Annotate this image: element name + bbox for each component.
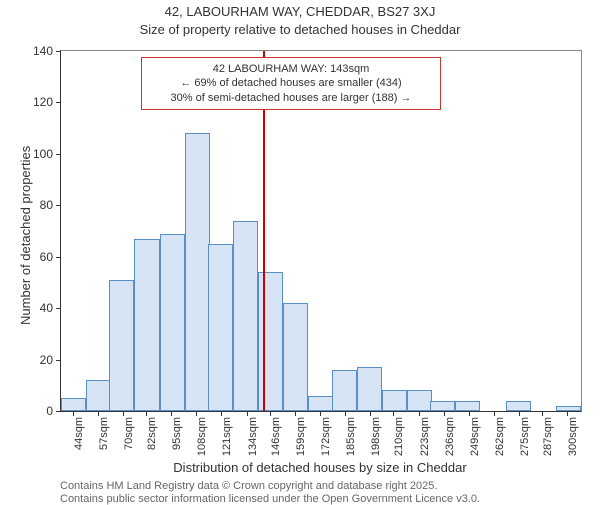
- x-tick: [370, 411, 371, 416]
- chart-subtitle: Size of property relative to detached ho…: [0, 22, 600, 37]
- y-tick: [56, 102, 61, 103]
- x-tick-label: 70sqm: [123, 417, 135, 450]
- y-tick-label: 20: [40, 353, 53, 367]
- x-tick-label: 287sqm: [542, 417, 554, 456]
- x-tick: [519, 411, 520, 416]
- x-tick: [567, 411, 568, 416]
- x-tick-label: 95sqm: [171, 417, 183, 450]
- footnote-2: Contains public sector information licen…: [60, 493, 480, 505]
- y-tick-label: 100: [33, 147, 53, 161]
- histogram-bar: [185, 133, 210, 411]
- x-tick: [469, 411, 470, 416]
- x-tick-label: 236sqm: [444, 417, 456, 456]
- x-tick: [444, 411, 445, 416]
- y-tick: [56, 205, 61, 206]
- histogram-bar: [160, 234, 185, 411]
- x-axis-label: Distribution of detached houses by size …: [60, 460, 580, 475]
- x-tick-label: 275sqm: [519, 417, 531, 456]
- x-tick-label: 210sqm: [393, 417, 405, 456]
- x-tick-label: 159sqm: [295, 417, 307, 456]
- annotation-box: 42 LABOURHAM WAY: 143sqm← 69% of detache…: [141, 57, 441, 110]
- y-tick-label: 60: [40, 250, 53, 264]
- histogram-bar: [357, 367, 382, 411]
- x-tick: [320, 411, 321, 416]
- histogram-bar: [61, 398, 86, 411]
- x-tick: [270, 411, 271, 416]
- y-tick: [56, 411, 61, 412]
- x-tick-label: 249sqm: [469, 417, 481, 456]
- x-tick-label: 223sqm: [419, 417, 431, 456]
- x-tick: [542, 411, 543, 416]
- histogram-bar: [308, 396, 333, 411]
- footnote-1: Contains HM Land Registry data © Crown c…: [60, 480, 437, 492]
- histogram-bar: [283, 303, 308, 411]
- y-tick-label: 0: [46, 404, 53, 418]
- x-tick-label: 134sqm: [247, 417, 259, 456]
- x-tick: [123, 411, 124, 416]
- histogram-bar: [109, 280, 134, 411]
- plot-area: 02040608010012014044sqm57sqm70sqm82sqm95…: [60, 50, 582, 412]
- x-tick: [196, 411, 197, 416]
- x-tick-label: 146sqm: [270, 417, 282, 456]
- histogram-bar: [430, 401, 455, 411]
- y-tick-label: 120: [33, 95, 53, 109]
- x-tick: [73, 411, 74, 416]
- histogram-bar: [455, 401, 480, 411]
- x-tick: [419, 411, 420, 416]
- x-tick-label: 121sqm: [221, 417, 233, 456]
- x-tick-label: 57sqm: [98, 417, 110, 450]
- annot-line-1: 42 LABOURHAM WAY: 143sqm: [148, 62, 434, 76]
- x-tick: [221, 411, 222, 416]
- chart-container: 42, LABOURHAM WAY, CHEDDAR, BS27 3XJ Siz…: [0, 0, 600, 500]
- histogram-bar: [382, 390, 407, 411]
- y-tick-label: 140: [33, 44, 53, 58]
- y-tick: [56, 51, 61, 52]
- annot-line-2: ← 69% of detached houses are smaller (43…: [148, 76, 434, 90]
- x-tick-label: 185sqm: [345, 417, 357, 456]
- x-tick-label: 108sqm: [196, 417, 208, 456]
- x-tick: [393, 411, 394, 416]
- histogram-bar: [208, 244, 233, 411]
- x-tick: [171, 411, 172, 416]
- x-tick: [98, 411, 99, 416]
- x-tick-label: 44sqm: [73, 417, 85, 450]
- x-tick: [295, 411, 296, 416]
- y-tick: [56, 154, 61, 155]
- x-tick: [345, 411, 346, 416]
- x-tick: [247, 411, 248, 416]
- x-tick-label: 198sqm: [370, 417, 382, 456]
- histogram-bar: [332, 370, 357, 411]
- chart-title: 42, LABOURHAM WAY, CHEDDAR, BS27 3XJ: [0, 4, 600, 19]
- histogram-bar: [86, 380, 111, 411]
- histogram-bar: [407, 390, 432, 411]
- x-tick-label: 82sqm: [146, 417, 158, 450]
- y-tick: [56, 308, 61, 309]
- x-tick: [146, 411, 147, 416]
- histogram-bar: [258, 272, 283, 411]
- x-tick-label: 262sqm: [494, 417, 506, 456]
- histogram-bar: [134, 239, 159, 411]
- annot-line-3: 30% of semi-detached houses are larger (…: [148, 91, 434, 105]
- x-tick: [494, 411, 495, 416]
- y-tick: [56, 360, 61, 361]
- y-tick-label: 80: [40, 198, 53, 212]
- histogram-bar: [506, 401, 531, 411]
- y-tick: [56, 257, 61, 258]
- histogram-bar: [233, 221, 258, 411]
- y-axis-label: Number of detached properties: [18, 146, 33, 325]
- y-tick-label: 40: [40, 301, 53, 315]
- x-tick-label: 172sqm: [320, 417, 332, 456]
- x-tick-label: 300sqm: [567, 417, 579, 456]
